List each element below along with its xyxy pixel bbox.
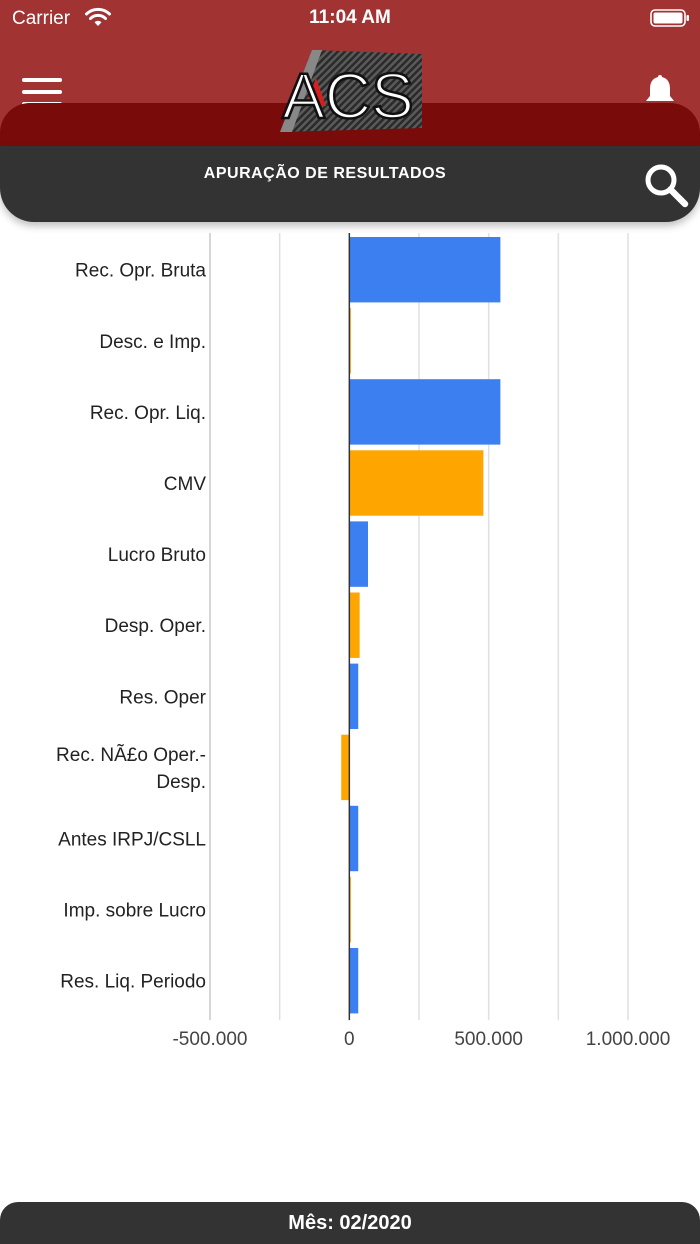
bar [349,948,359,1014]
bar [349,450,484,516]
x-tick-label: 1.000.000 [586,1029,671,1050]
status-time: 11:04 AM [309,7,391,28]
bar [349,521,369,587]
page-title: APURAÇÃO DE RESULTADOS [203,165,447,182]
carrier-label: Carrier [12,8,71,29]
battery-icon [650,9,689,27]
title-bar: APURAÇÃO DE RESULTADOS [0,146,700,222]
bar [349,237,501,303]
x-tick-label: -500.000 [172,1029,247,1050]
category-label: Res. Liq. Periodo [60,972,206,993]
search-icon[interactable] [640,158,692,210]
x-tick-label: 500.000 [454,1029,523,1050]
category-label: Desp. Oper. [105,616,206,637]
category-label: Rec. Opr. Bruta [75,261,206,282]
category-label: Antes IRPJ/CSLL [58,830,206,851]
category-label: Rec. NÃ£o Oper.-Desp. [56,744,206,793]
category-label: Desc. e Imp. [99,332,206,353]
period-label: Mês: 02/2020 [288,1212,412,1234]
bar [349,592,360,658]
status-bar: Carrier 11:04 AM [0,0,700,36]
acs-logo: ACS [280,50,422,133]
menu-bar-line [22,78,62,82]
category-label: CMV [164,474,207,495]
category-label: Res. Oper [119,687,206,708]
bar [349,663,359,730]
bar [341,734,350,801]
x-tick-label: 0 [344,1029,355,1050]
bar [349,805,359,872]
bar [349,379,501,445]
wifi-icon [85,7,111,26]
footer-bar: Mês: 02/2020 [0,1202,700,1244]
category-label: Imp. sobre Lucro [63,901,206,922]
category-label: Lucro Bruto [108,545,206,566]
logo-text: ACS [282,60,414,132]
menu-bar-line [22,90,62,94]
category-label: Rec. Opr. Liq. [90,403,206,424]
results-bar-chart: Rec. Opr. Bruta Desc. e Imp. Rec. Opr. Liq… [56,233,671,1050]
